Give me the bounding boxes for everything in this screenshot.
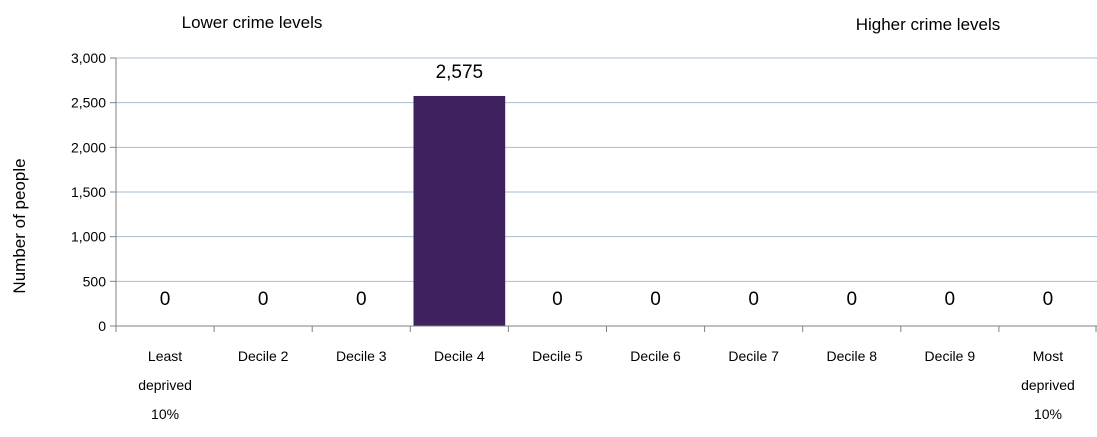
header-left-label: Lower crime levels <box>182 13 323 32</box>
y-tick-label: 2,500 <box>71 95 106 111</box>
y-tick-label: 0 <box>98 318 106 334</box>
data-label: 0 <box>846 289 857 310</box>
x-tick-label-line: Decile 6 <box>630 348 681 364</box>
x-tick-label-line: deprived <box>1021 377 1075 393</box>
data-label: 0 <box>1043 289 1054 310</box>
data-label: 0 <box>650 289 661 310</box>
x-tick-label-line: deprived <box>138 377 192 393</box>
x-tick-label-line: 10% <box>1034 406 1062 422</box>
y-tick-label: 1,500 <box>71 184 106 200</box>
x-tick-label: Decile 8 <box>826 348 877 364</box>
x-tick-label-line: Decile 9 <box>925 348 976 364</box>
x-tick-label-line: Decile 7 <box>728 348 779 364</box>
x-tick-label-line: 10% <box>151 406 179 422</box>
data-label: 0 <box>552 289 563 310</box>
x-tick-label: Decile 9 <box>925 348 976 364</box>
bars <box>413 95 506 326</box>
data-labels: 0 0 0 2,575 0 0 0 0 0 0 <box>160 62 1053 310</box>
x-tick-label: Decile 7 <box>728 348 779 364</box>
x-tick-label: Most deprived 10% <box>1021 348 1075 422</box>
y-tick-label: 1,000 <box>71 229 106 245</box>
grid-lines <box>116 57 1097 282</box>
bar <box>413 95 506 326</box>
x-tick-label-line: Decile 4 <box>434 348 485 364</box>
y-tick-label: 500 <box>83 273 107 289</box>
x-tick-label: Decile 4 <box>434 348 485 364</box>
axes <box>110 57 1097 332</box>
x-tick-label: Decile 6 <box>630 348 681 364</box>
x-tick-label: Decile 5 <box>532 348 583 364</box>
data-label: 2,575 <box>436 62 484 83</box>
data-label: 0 <box>945 289 956 310</box>
x-tick-label: Decile 3 <box>336 348 387 364</box>
header-right-label: Higher crime levels <box>856 15 1001 34</box>
y-tick-label: 3,000 <box>71 50 106 66</box>
x-tick-label: Least deprived 10% <box>138 348 192 422</box>
x-tick-label: Decile 2 <box>238 348 289 364</box>
x-tick-label-line: Decile 3 <box>336 348 387 364</box>
x-tick-label-line: Decile 5 <box>532 348 583 364</box>
x-tick-label-line: Decile 2 <box>238 348 289 364</box>
y-axis-label: Number of people <box>10 158 29 293</box>
y-tick-label: 2,000 <box>71 139 106 155</box>
x-tick-labels: Least deprived 10% Decile 2 Decile 3 Decile 4… <box>138 348 1075 422</box>
x-tick-label-line: Most <box>1033 348 1063 364</box>
y-tick-labels: 0 500 1,000 1,500 2,000 2,500 3,000 <box>71 50 106 334</box>
data-label: 0 <box>748 289 759 310</box>
data-label: 0 <box>356 289 367 310</box>
x-tick-label-line: Decile 8 <box>826 348 877 364</box>
x-tick-label-line: Least <box>148 348 182 364</box>
data-label: 0 <box>160 289 171 310</box>
data-label: 0 <box>258 289 269 310</box>
